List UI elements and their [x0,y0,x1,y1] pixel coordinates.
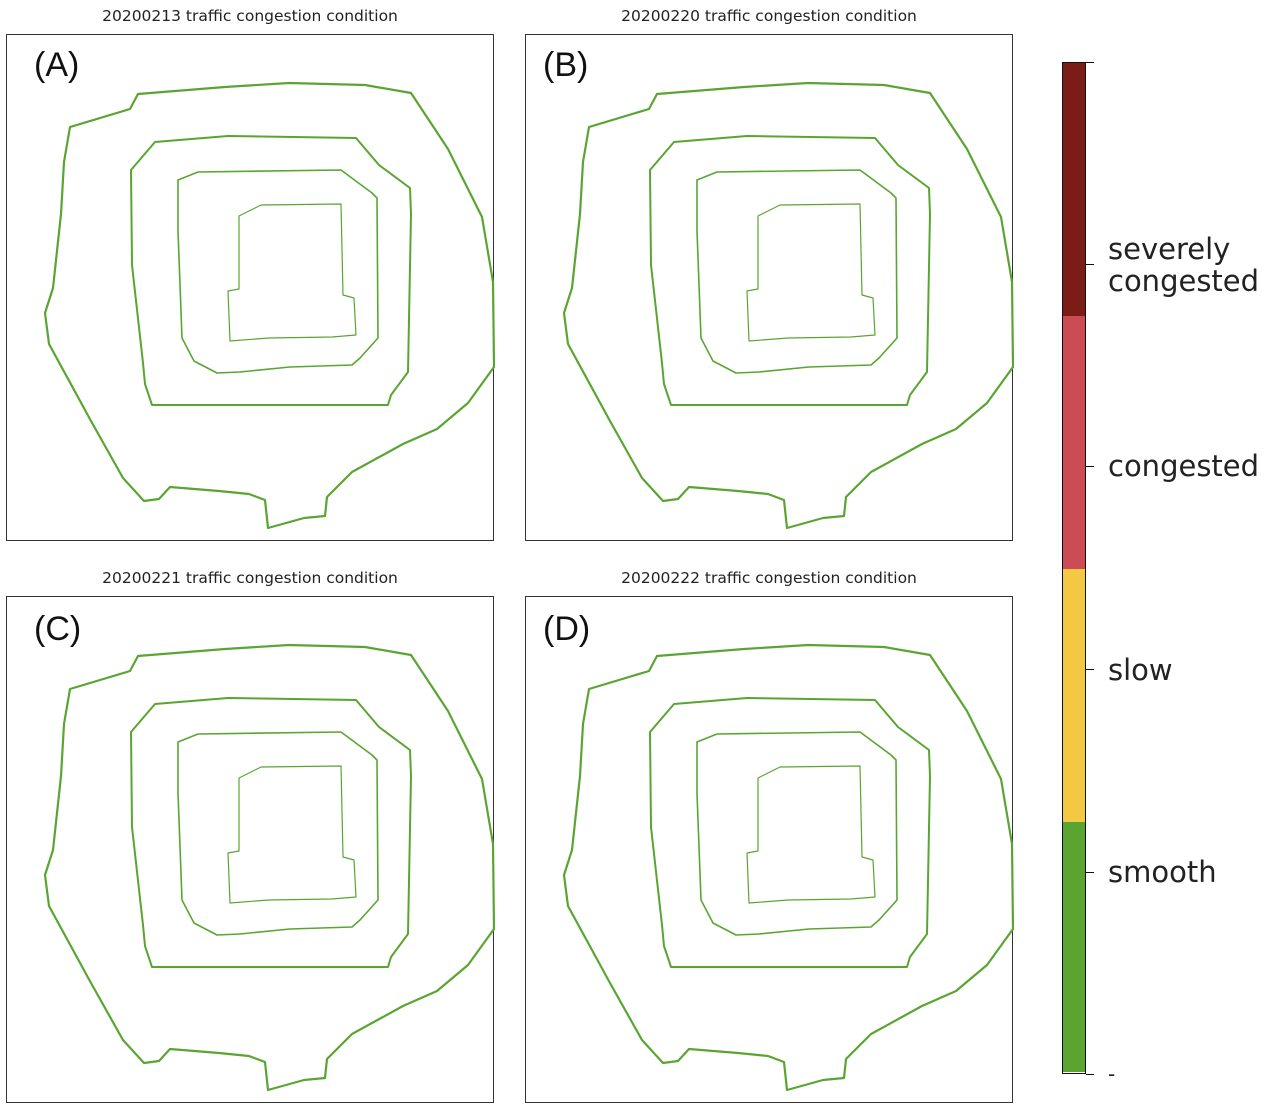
ring-roads-svg [562,81,1014,530]
colorbar-tick [1086,264,1094,265]
colorbar-tick [1086,466,1094,467]
colorbar-segment-congested [1063,316,1085,569]
legend-label-smooth: smooth [1108,855,1217,889]
ring-road-2 [649,697,931,968]
ring-road-3 [177,731,379,936]
colorbar-tick [1086,1074,1094,1075]
ring-road-map [6,34,495,541]
ring-road-4 [746,203,876,342]
ring-road-4 [227,203,357,342]
ring-road-4 [746,765,876,904]
colorbar-segment-smooth [1063,822,1085,1072]
congestion-colorbar [1062,62,1086,1074]
ring-road-1 [562,81,1014,530]
legend-label-severely-congested: severely congested [1108,232,1260,298]
ring-road-4 [227,765,357,904]
ring-road-1 [43,643,495,1092]
ring-road-map [525,34,1014,541]
ring-road-3 [696,731,898,936]
ring-roads-svg [562,643,1014,1092]
colorbar-tick [1086,669,1094,670]
panel-label: (A) [34,46,80,84]
ring-road-3 [696,169,898,374]
colorbar-tick [1086,872,1094,873]
ring-road-map [6,596,495,1103]
legend-label-congested: congested [1108,449,1260,483]
panel-label: (D) [543,610,591,648]
colorbar-tick [1086,62,1094,63]
legend-label-bottom: - [1108,1062,1116,1086]
ring-road-map [525,596,1014,1103]
colorbar-segment-slow [1063,569,1085,822]
ring-roads-svg [43,643,495,1092]
ring-road-2 [130,697,412,968]
ring-road-1 [562,643,1014,1092]
panel-title: 20200213 traffic congestion condition [102,7,398,25]
ring-road-3 [177,169,379,374]
colorbar-segment-severely-congested [1063,63,1085,316]
ring-road-2 [649,135,931,406]
ring-roads-svg [43,81,495,530]
panel-title: 20200221 traffic congestion condition [102,569,398,587]
legend-label-slow: slow [1108,653,1173,687]
panel-label: (B) [543,46,589,84]
panel-title: 20200220 traffic congestion condition [621,7,917,25]
panel-title: 20200222 traffic congestion condition [621,569,917,587]
ring-road-1 [43,81,495,530]
panel-label: (C) [34,610,82,648]
ring-road-2 [130,135,412,406]
